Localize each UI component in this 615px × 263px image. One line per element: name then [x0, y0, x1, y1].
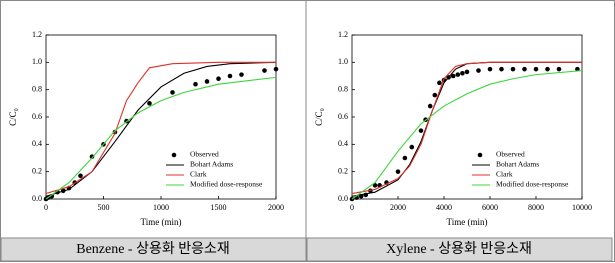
caption: Benzene - 상용화 반응소재 — [76, 241, 230, 257]
y-tick-label: 1.2 — [338, 30, 348, 39]
y-tick-label: 0.2 — [32, 166, 42, 175]
x-tick-label: 2000 — [390, 203, 406, 212]
data-point — [273, 66, 279, 72]
data-point — [432, 92, 438, 98]
x-tick-label: 1500 — [211, 203, 227, 212]
y-axis-label: C/C₀ — [8, 108, 18, 126]
y-axis-label: C/C₀ — [314, 108, 324, 126]
y-tick-label: 1.0 — [32, 57, 42, 66]
series-line — [45, 61, 276, 195]
data-point — [402, 155, 408, 161]
data-point — [460, 70, 465, 76]
y-tick-label: 1.0 — [338, 57, 348, 66]
x-tick-label: 500 — [98, 203, 110, 212]
data-point — [216, 76, 221, 82]
legend-marker — [171, 152, 177, 158]
legend-label: Observed — [496, 150, 525, 159]
y-tick-label: 0.4 — [32, 139, 42, 148]
data-point — [89, 154, 95, 159]
x-tick-label: 10000 — [572, 203, 592, 212]
series-line — [351, 61, 582, 197]
series-line — [45, 61, 277, 197]
data-point — [78, 173, 83, 179]
y-tick-label: 0.0 — [32, 194, 42, 203]
data-point — [455, 72, 461, 77]
data-point — [227, 73, 233, 79]
data-point — [450, 73, 456, 79]
data-point — [262, 68, 267, 73]
legend-label: Bohart Adams — [496, 160, 539, 169]
plot-frame — [351, 34, 583, 200]
legend-label: Modified dose-response — [496, 180, 569, 189]
x-tick-label: 4000 — [436, 203, 452, 212]
caption: Xylene - 상용화 반응소재 — [386, 241, 532, 257]
data-point — [147, 101, 152, 106]
legend-label: Clark — [190, 170, 207, 179]
y-tick-label: 0.4 — [338, 139, 348, 148]
caption-band — [306, 237, 613, 262]
legend-label: Bohart Adams — [190, 160, 233, 169]
x-tick-label: 2000 — [268, 203, 284, 212]
x-tick-label: 0 — [350, 203, 354, 212]
caption-band — [0, 237, 307, 262]
y-tick-label: 0.2 — [338, 166, 348, 175]
data-point — [510, 66, 516, 72]
series-line — [351, 61, 582, 195]
x-axis-label: Time (min) — [141, 217, 182, 227]
data-point — [418, 128, 424, 133]
data-point — [437, 80, 442, 86]
legend-label: Clark — [496, 170, 513, 179]
data-point — [499, 66, 504, 72]
data-point — [522, 66, 527, 72]
data-point — [464, 69, 470, 75]
y-tick-label: 0.8 — [338, 84, 348, 93]
data-point — [556, 66, 562, 72]
x-tick-label: 6000 — [482, 203, 498, 212]
y-tick-label: 0.0 — [338, 194, 348, 203]
legend-label: Observed — [190, 150, 219, 159]
data-point — [476, 68, 481, 73]
x-tick-label: 1000 — [153, 203, 169, 212]
data-point — [533, 66, 539, 72]
data-point — [170, 90, 175, 95]
data-point — [372, 183, 378, 188]
x-tick-label: 0 — [44, 203, 48, 212]
data-point — [409, 144, 415, 150]
data-point — [427, 103, 433, 109]
data-point — [239, 72, 244, 77]
y-tick-label: 0.8 — [32, 84, 42, 93]
y-tick-label: 0.6 — [338, 112, 348, 121]
data-point — [395, 169, 401, 174]
x-tick-label: 8000 — [528, 203, 544, 212]
y-tick-label: 1.2 — [32, 30, 42, 39]
series-line — [45, 76, 277, 200]
series-line — [351, 69, 583, 200]
legend-marker — [477, 152, 483, 158]
data-point — [193, 81, 198, 87]
x-axis-label: Time (min) — [447, 217, 488, 227]
y-tick-label: 0.6 — [32, 112, 42, 121]
data-point — [487, 66, 493, 72]
legend-label: Modified dose-response — [190, 180, 263, 189]
data-point — [204, 79, 210, 84]
data-point — [545, 66, 550, 72]
